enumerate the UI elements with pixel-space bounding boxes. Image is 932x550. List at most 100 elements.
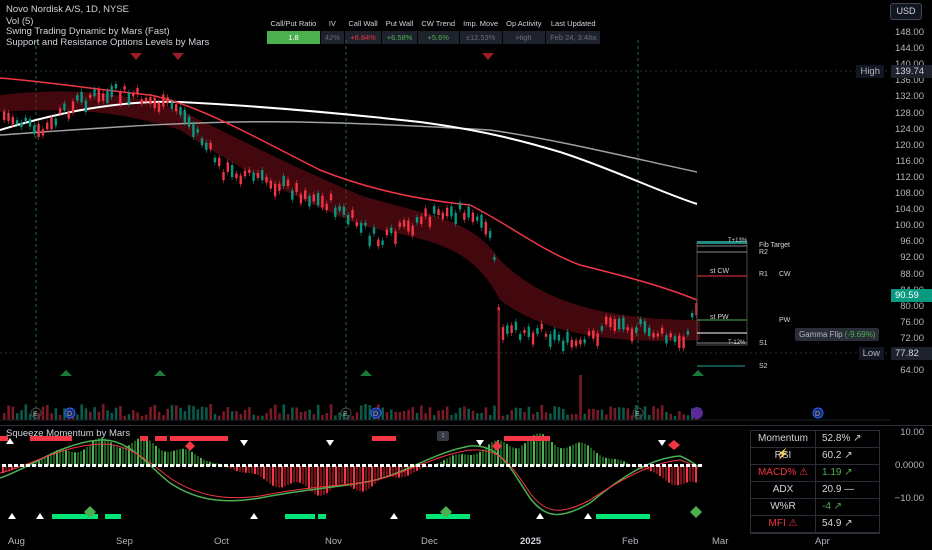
low-tag-value: 77.82 <box>891 347 932 360</box>
price-tick: 124.00 <box>894 123 924 135</box>
momentum-row: MFI ⚠ 54.9 ↗ <box>751 516 879 533</box>
st-pw-label: st PW <box>710 314 729 321</box>
price-tick: 76.00 <box>900 316 924 328</box>
gamma-flip-tag: Gamma Flip (-9.69%) <box>795 328 880 341</box>
squeeze-momentum-chart[interactable] <box>0 428 745 528</box>
options-value: 1.8 <box>266 30 321 45</box>
indicator-swing-legend[interactable]: Swing Trading Dynamic by Mars (Fast) <box>6 26 170 37</box>
options-header: Last Updated <box>550 19 596 28</box>
gamma-flip-label: Gamma Flip <box>799 330 843 339</box>
momentum-row: RSI 60.2 ↗ <box>751 448 879 465</box>
options-header: Put Wall <box>385 19 414 28</box>
options-value: High <box>501 30 547 45</box>
options-header: Op Activity <box>506 19 542 28</box>
price-tick: 108.00 <box>894 188 924 199</box>
pw-label: PW <box>779 317 791 324</box>
options-header: Imp. Move <box>463 19 499 28</box>
osc-tick: −10.00 <box>894 493 924 504</box>
price-tick: 132.00 <box>894 91 924 103</box>
indicator-sr-legend[interactable]: Support and Resistance Options Levels by… <box>6 37 210 48</box>
time-tick: Nov <box>325 536 342 547</box>
cw-label: CW <box>779 271 791 278</box>
r2-label: R2 <box>759 249 768 256</box>
price-tick: 92.00 <box>900 252 924 264</box>
options-header: IV <box>328 19 336 28</box>
momentum-histogram <box>2 433 697 496</box>
s1-label: S1 <box>759 340 768 347</box>
svg-text:D: D <box>815 411 820 418</box>
price-tick: 136.00 <box>894 75 924 87</box>
momentum-row: ADX 20.9 — <box>751 482 879 499</box>
momentum-row: Momentum ⚡ 52.8% ↗ <box>751 431 879 460</box>
high-tag-label: High <box>856 65 884 78</box>
price-tick: 64.00 <box>900 365 924 377</box>
options-table: Call/Put Ratio IV Call Wall Put Wall CW Tren… <box>266 17 602 45</box>
ma-red-line <box>0 77 698 301</box>
options-header: Call Wall <box>348 19 378 28</box>
low-tag-label: Low <box>858 347 884 360</box>
svg-text:E: E <box>635 411 640 418</box>
options-header: Call/Put Ratio <box>270 19 317 28</box>
price-tick: 88.00 <box>900 268 924 280</box>
price-tick: 80.00 <box>900 300 924 312</box>
signal-green-line <box>0 439 699 516</box>
time-tick: Aug <box>8 536 25 547</box>
price-tick: 140.00 <box>884 59 924 70</box>
levels-box <box>696 241 748 346</box>
svg-text:D: D <box>373 411 378 418</box>
momentum-panel: Momentum ⚡ 52.8% ↗ RSI 60.2 ↗ MACD% ⚠ 1.19 ↗ A… <box>750 430 880 534</box>
price-tick: 116.00 <box>895 155 924 167</box>
time-tick: Feb <box>622 536 639 547</box>
price-tick: 72.00 <box>900 332 924 344</box>
cloud-band <box>0 91 700 341</box>
fib-top-label: T+13% <box>728 238 748 244</box>
momentum-row: MACD% ⚠ 1.19 ↗ <box>751 465 879 482</box>
time-tick: Apr <box>815 536 830 547</box>
osc-tick: 0.0000 <box>894 460 924 471</box>
options-value: +5.6% <box>416 30 460 45</box>
s2-label: S2 <box>759 363 768 370</box>
ma-grey-line <box>0 120 698 173</box>
options-value: ±12.53% <box>458 30 503 45</box>
price-tick: 120.00 <box>894 139 924 151</box>
symbol-title[interactable]: Novo Nordisk A/S, 1D, NYSE <box>6 4 130 15</box>
price-tick: 144.00 <box>894 43 924 55</box>
time-tick: Dec <box>421 536 438 547</box>
price-tick: 112.00 <box>895 171 924 183</box>
last-price-tag: 90.59 <box>891 289 932 302</box>
signal-red-line <box>0 443 699 511</box>
volume-legend[interactable]: Vol (5) <box>6 16 34 27</box>
price-tick: 104.00 <box>894 204 924 216</box>
price-tick: 148.00 <box>894 27 924 38</box>
currency-button[interactable]: USD <box>890 3 922 20</box>
options-value: +6.58% <box>381 30 418 45</box>
options-value: +6.84% <box>343 30 383 45</box>
time-tick: Sep <box>116 536 133 547</box>
time-tick: Mar <box>712 536 729 547</box>
r1-label: R1 <box>759 271 768 278</box>
st-cw-label: st CW <box>710 268 730 275</box>
price-chart[interactable]: E D E D E D <box>0 0 890 430</box>
zero-line-dots <box>2 464 702 467</box>
pane-divider[interactable] <box>0 425 932 426</box>
svg-text:E: E <box>343 411 348 418</box>
collapse-pane-button[interactable]: ↕ <box>437 431 449 441</box>
price-tick: 96.00 <box>900 236 924 248</box>
fib-target-label: Fib Target <box>759 242 790 249</box>
time-tick: 2025 <box>520 536 542 547</box>
candles <box>3 80 698 355</box>
ma-white-line <box>0 100 698 205</box>
fib-bot-label: T-12% <box>728 340 746 346</box>
options-header: CW Trend <box>421 19 456 28</box>
squeeze-legend[interactable]: Squeeze Momentum by Mars <box>6 428 131 439</box>
svg-text:E: E <box>33 411 38 418</box>
gamma-flip-pct: (-9.69%) <box>844 330 876 339</box>
price-tick: 100.00 <box>894 220 924 232</box>
high-tag-value: 139.74 <box>891 65 932 78</box>
options-value: Feb 24, 3:48a <box>545 30 602 45</box>
svg-text:D: D <box>67 411 72 418</box>
osc-tick: 10.00 <box>900 427 924 438</box>
price-tick: 128.00 <box>894 107 924 119</box>
volume-bars <box>3 310 698 420</box>
momentum-row: W%R -4 ↗ <box>751 499 879 516</box>
